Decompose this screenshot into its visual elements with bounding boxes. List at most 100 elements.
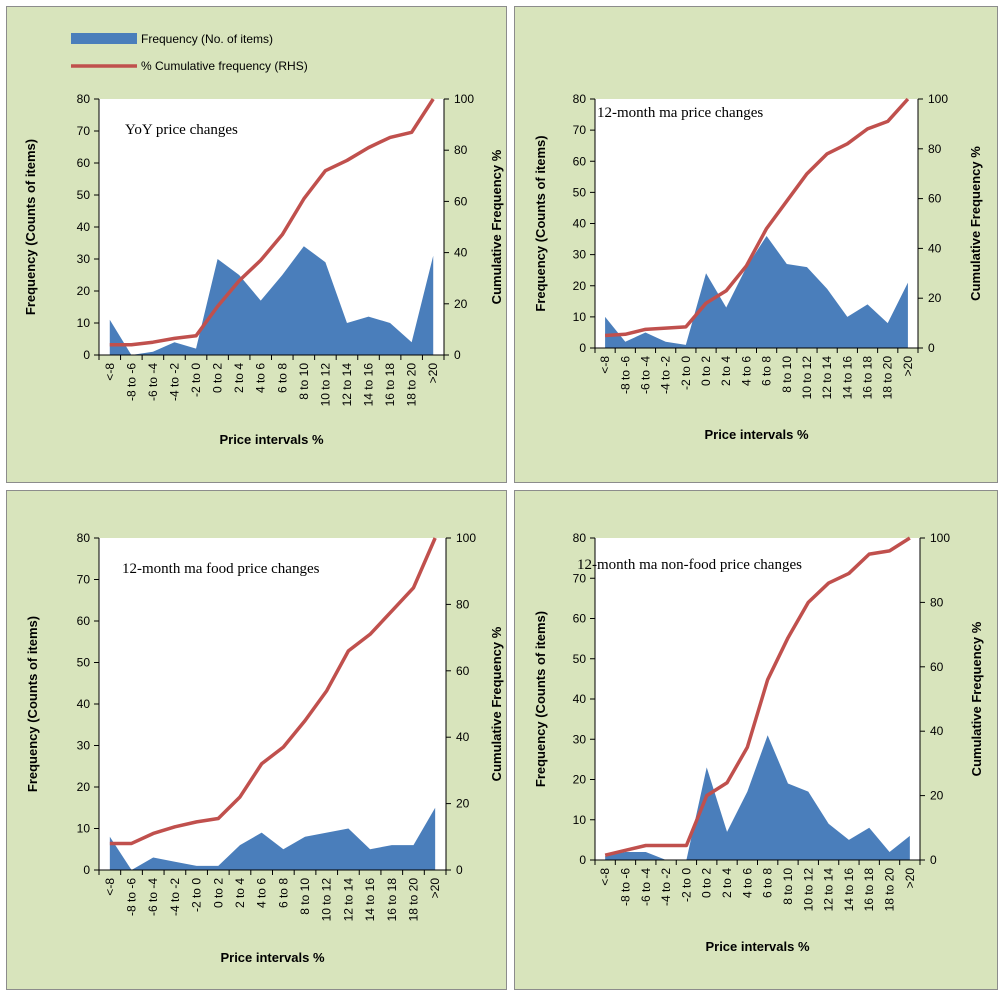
x-tick-label: 4 to 6 (254, 363, 268, 393)
x-tick-label: -6 to -4 (146, 878, 160, 916)
y-tick-label-left: 30 (77, 252, 91, 266)
y-tick-label-right: 60 (928, 192, 942, 206)
chart-svg-12m-ma: 0 10 20 30 40 50 60 70 80 0 20 40 60 80 100 <-8 -8 to -6… (533, 92, 983, 442)
chart-svg-12m-ma-nonfood: 0 10 20 30 40 50 60 70 80 0 20 40 60 80 100 <-8 -8 to -6… (533, 531, 984, 954)
y-tick-label-right: 40 (928, 241, 942, 255)
x-tick-label: >20 (901, 356, 915, 377)
y-tick-label-left: 70 (573, 123, 587, 137)
y-tick-label-left: 20 (573, 773, 587, 787)
y-tick-label-left: 50 (77, 188, 91, 202)
y-tick-label-left: 80 (573, 92, 587, 106)
x-tick-label: 18 to 20 (881, 356, 895, 400)
y-tick-label-left: 70 (77, 124, 91, 138)
x-tick-label: 14 to 16 (363, 878, 377, 922)
x-tick-label: 14 to 16 (842, 868, 856, 912)
y-axis-label-left: Frequency (Counts of items) (533, 135, 548, 311)
chart-panel-12m-ma-nonfood: 0 10 20 30 40 50 60 70 80 0 20 40 60 80 100 <-8 -8 to -6… (514, 490, 998, 990)
x-tick-label: 4 to 6 (739, 356, 753, 386)
y-tick-label-left: 0 (83, 863, 90, 877)
chart-svg-12m-ma-food: 0 10 20 30 40 50 60 70 80 0 20 40 60 80 100 <-8 -8 to -6… (25, 531, 504, 965)
cumulative-line (604, 97, 910, 338)
y-tick-label-left: 40 (573, 692, 587, 706)
y-tick-label-right: 20 (930, 789, 944, 803)
x-tick-label: 12 to 14 (340, 363, 354, 407)
y-tick-label-right: 60 (456, 664, 470, 678)
x-tick-label: 10 to 12 (801, 868, 815, 912)
y-tick-label-left: 60 (573, 612, 587, 626)
x-tick-label: -4 to -2 (168, 878, 182, 916)
x-tick-label: 2 to 4 (232, 363, 246, 393)
x-tick-label: 18 to 20 (883, 868, 897, 912)
x-tick-label: <-8 (598, 356, 612, 374)
y-tick-label-right: 100 (928, 92, 948, 106)
x-tick-label: 16 to 18 (385, 878, 399, 922)
x-tick-label: 18 to 20 (406, 878, 420, 922)
y-tick-label-right: 60 (454, 194, 468, 208)
chart-panel-yoy: 0 10 20 30 40 50 60 70 80 0 20 40 60 80 100 <-8 -8 to -6… (6, 6, 507, 483)
cumulative-line (604, 536, 911, 857)
x-tick-label: 16 to 18 (862, 868, 876, 912)
x-tick-label: 4 to 6 (255, 878, 269, 908)
frequency-area (109, 246, 434, 355)
x-tick-label: 14 to 16 (362, 363, 376, 407)
x-tick-label: -8 to -6 (125, 878, 139, 916)
y-tick-label-right: 80 (928, 142, 942, 156)
x-tick-label: 0 to 2 (699, 356, 713, 386)
legend-frequency-swatch (71, 33, 137, 44)
x-tick-label: -8 to -6 (618, 356, 632, 394)
y-tick-label-left: 20 (77, 780, 91, 794)
y-tick-label-left: 30 (573, 732, 587, 746)
y-tick-label-left: 80 (573, 531, 587, 545)
y-tick-label-left: 0 (83, 348, 90, 362)
x-tick-label: -8 to -6 (124, 363, 138, 401)
y-tick-label-right: 80 (454, 143, 468, 157)
y-tick-label-left: 40 (573, 217, 587, 231)
x-tick-label: <-8 (598, 868, 612, 886)
x-tick-label: -4 to -2 (659, 356, 673, 394)
x-tick-label: 8 to 10 (781, 868, 795, 905)
y-axis-label-left: Frequency (Counts of items) (25, 616, 40, 792)
x-tick-label: 16 to 18 (383, 363, 397, 407)
y-tick-label-left: 10 (77, 316, 91, 330)
y-tick-label-left: 20 (573, 279, 587, 293)
x-tick-label: <-8 (103, 878, 117, 896)
x-tick-label: 6 to 8 (275, 363, 289, 393)
x-tick-label: 10 to 12 (800, 356, 814, 400)
y-tick-label-left: 10 (573, 310, 587, 324)
x-tick-label: 0 to 2 (211, 878, 225, 908)
x-tick-label: 16 to 18 (861, 356, 875, 400)
plot-area (99, 538, 446, 870)
x-tick-label: >20 (426, 363, 440, 384)
x-tick-label: -6 to -4 (639, 868, 653, 906)
x-tick-label: 14 to 16 (840, 356, 854, 400)
x-tick-label: 10 to 12 (318, 363, 332, 407)
y-axis-label-left: Frequency (Counts of items) (23, 139, 38, 315)
y-tick-label-left: 0 (579, 853, 586, 867)
y-axis-label-right: Cumulative Frequency % (489, 149, 504, 304)
y-tick-label-left: 50 (573, 185, 587, 199)
x-axis-label: Price intervals % (704, 427, 808, 442)
y-tick-label-right: 40 (930, 724, 944, 738)
y-tick-label-right: 80 (456, 597, 470, 611)
x-tick-label: 12 to 14 (820, 356, 834, 400)
x-tick-label: 4 to 6 (740, 868, 754, 898)
x-tick-label: 0 to 2 (211, 363, 225, 393)
x-tick-label: 8 to 10 (297, 363, 311, 400)
frequency-area (605, 235, 908, 348)
y-tick-label-left: 60 (77, 614, 91, 628)
y-tick-label-left: 60 (77, 156, 91, 170)
y-tick-label-left: 40 (77, 220, 91, 234)
y-tick-label-left: 70 (77, 573, 91, 587)
x-tick-label: -2 to 0 (189, 363, 203, 397)
frequency-area (605, 735, 910, 860)
x-tick-label: 6 to 8 (276, 878, 290, 908)
y-tick-label-right: 0 (930, 853, 937, 867)
x-tick-label: -2 to 0 (679, 868, 693, 902)
x-tick-label: -4 to -2 (167, 363, 181, 401)
x-tick-label: 8 to 10 (780, 356, 794, 393)
y-tick-label-right: 20 (456, 797, 470, 811)
y-tick-label-right: 20 (928, 291, 942, 305)
x-tick-label: 10 to 12 (320, 878, 334, 922)
x-tick-label: -6 to -4 (146, 363, 160, 401)
y-tick-label-left: 10 (77, 822, 91, 836)
